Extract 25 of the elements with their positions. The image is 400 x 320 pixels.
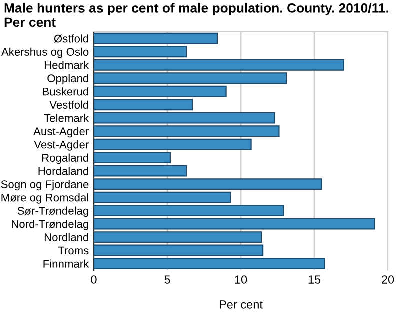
y-tick-label: Vestfold (50, 100, 88, 109)
x-axis-title: Per cent (220, 300, 263, 309)
y-tick-label: Sør-Trøndelag (18, 206, 88, 218)
y-tick-label: Rogaland (42, 154, 88, 164)
x-tick-label: 0 (91, 276, 97, 284)
y-tick-label: Vest-Agder (34, 140, 89, 151)
y-tick-label: Hedmark (44, 61, 90, 70)
y-tick-label: Akershus og Oslo (1, 48, 89, 58)
y-tick-label: Oppland (48, 74, 88, 85)
x-tick-label: 5 (164, 276, 170, 284)
y-tick-label: Buskerud (43, 88, 88, 96)
x-tick-label: 10 (235, 276, 248, 284)
y-tick-label: Nordland (44, 233, 88, 242)
y-tick-label: Østfold (54, 34, 88, 43)
chart-title: Male hunters as per cent of male population. County. 2010/11. Per cent (4, 3, 389, 28)
y-tick-label: Finnmark (44, 260, 90, 268)
y-tick-label: Nord-Trøndelag (12, 220, 88, 230)
y-tick-label: Møre og Romsdal (2, 194, 88, 204)
x-tick-label: 15 (308, 276, 321, 284)
y-tick-label: Hordaland (38, 167, 88, 176)
x-tick-label: 20 (382, 276, 394, 284)
y-tick-label: Telemark (44, 114, 90, 122)
y-tick-label: Troms (58, 246, 89, 255)
y-tick-label: Sogn og Fjordane (1, 180, 89, 191)
y-tick-label: Aust-Agder (34, 127, 89, 138)
